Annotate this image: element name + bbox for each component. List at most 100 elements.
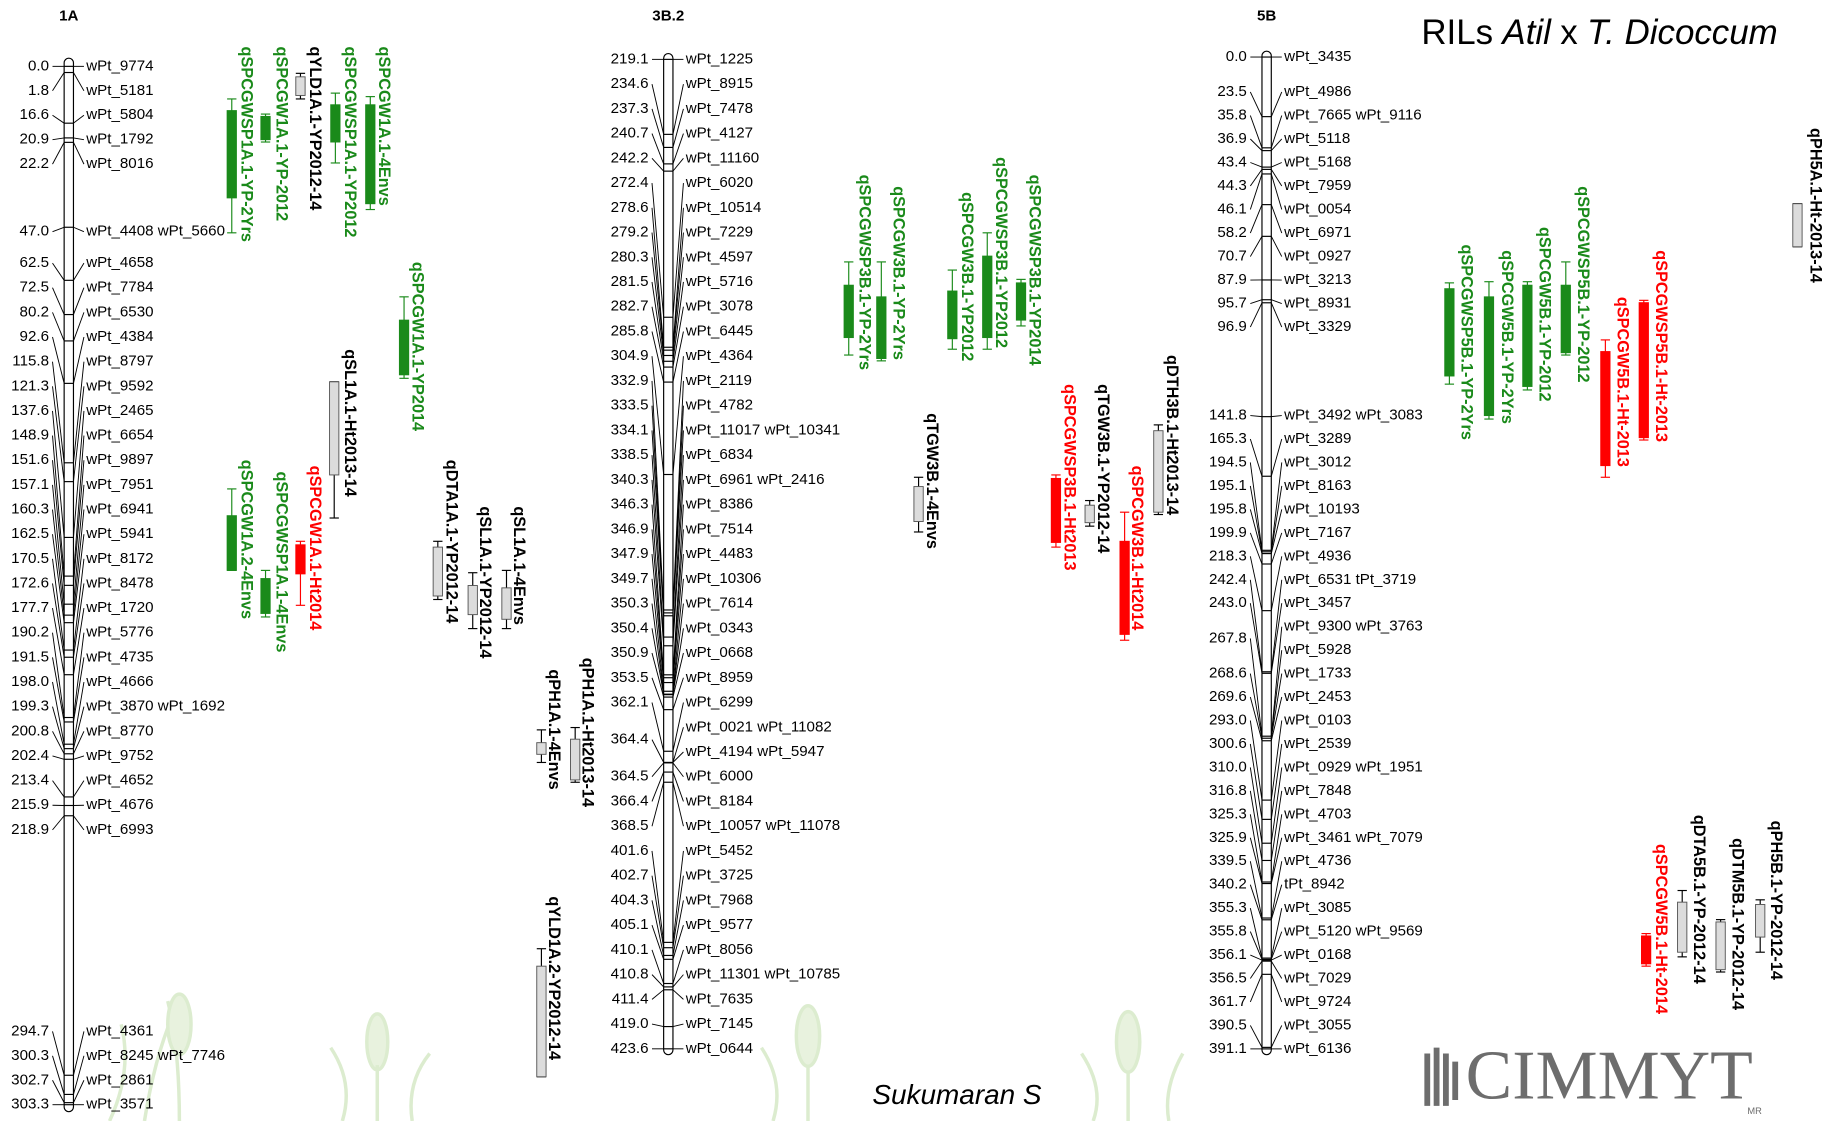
- marker-position: 242.2: [611, 149, 649, 166]
- marker-connector: [1250, 169, 1262, 186]
- qtl-label: qSPCGWSP3B.1-YP2014: [1026, 175, 1044, 366]
- marker-name: wPt_7029: [1283, 970, 1351, 987]
- marker-position: 267.8: [1209, 629, 1247, 646]
- qtl: qSPCGWSP5B.1-Ht-2013: [1639, 250, 1670, 442]
- marker-position: 404.3: [611, 891, 649, 908]
- marker-connector: [53, 559, 65, 650]
- qtl: qSL1A.1-Ht2013-14: [330, 349, 359, 518]
- marker-name: wPt_8163: [1283, 477, 1351, 494]
- qtl-label: qYLD1A.1-YP2012-14: [306, 47, 324, 211]
- qtl: qYLD1A.2-YP2012-14: [537, 896, 563, 1076]
- marker-position: 72.5: [20, 279, 49, 296]
- qtl-label: qSL1A.1-4Envs: [510, 506, 528, 625]
- marker-connector: [1271, 303, 1281, 327]
- marker-name: tPt_8942: [1284, 876, 1345, 893]
- marker-name: wPt_8016: [85, 155, 153, 172]
- marker-connector: [673, 134, 683, 164]
- marker-name: wPt_8056: [685, 941, 753, 958]
- qtl-label: qSPCGW5B.1-Ht-2013: [1613, 297, 1631, 467]
- marker-connector: [1271, 92, 1281, 117]
- marker-connector: [73, 756, 83, 759]
- qtl-label: qSPCGW5B.1-YP-2012: [1535, 227, 1553, 402]
- marker-position: 22.2: [20, 155, 49, 172]
- marker-position: 333.5: [611, 397, 649, 414]
- qtl: qSPCGW3B.1-YP-2Yrs: [877, 186, 908, 361]
- marker-connector: [1250, 236, 1262, 256]
- marker-position: 339.5: [1209, 852, 1247, 869]
- marker-position: 47.0: [20, 223, 49, 240]
- marker-name: wPt_3012: [1283, 453, 1351, 470]
- marker-position: 44.3: [1217, 177, 1246, 194]
- marker-position: 87.9: [1217, 271, 1246, 288]
- qtl-interval: [433, 547, 442, 596]
- marker-connector: [673, 772, 683, 801]
- marker-position: 218.3: [1209, 547, 1247, 564]
- marker-name: wPt_7229: [685, 224, 753, 241]
- page: RILsAtilxT. Dicoccum Sukumaran S CIMMYT …: [0, 0, 1829, 1121]
- marker-position: 141.8: [1209, 407, 1247, 424]
- marker-name: wPt_11017 wPt_10341: [685, 421, 840, 438]
- marker-position: 303.3: [11, 1096, 49, 1113]
- marker-name: wPt_0644: [685, 1040, 753, 1057]
- marker-name: wPt_1720: [85, 599, 153, 616]
- marker-position: 391.1: [1209, 1040, 1247, 1057]
- marker-position: 350.3: [611, 595, 649, 612]
- marker-position: 268.6: [1209, 665, 1247, 682]
- marker-position: 347.9: [611, 545, 649, 562]
- marker-name: wPt_6020: [685, 174, 753, 191]
- marker-position: 410.8: [611, 966, 649, 983]
- marker-connector: [652, 782, 664, 826]
- marker-name: wPt_3078: [685, 298, 753, 315]
- marker-name: wPt_8184: [685, 792, 753, 809]
- qtl-label: qSPCGWSP1A.1-YP-2Yrs: [237, 47, 255, 242]
- marker-position: 410.1: [611, 941, 649, 958]
- marker-name: wPt_2539: [1283, 735, 1351, 752]
- marker-name: wPt_8245 wPt_7746: [85, 1047, 225, 1064]
- marker-position: 170.5: [11, 550, 49, 567]
- title-part: Atil: [1500, 13, 1552, 52]
- qtl-label: qDTA1A.1-YP2012-14: [442, 460, 460, 623]
- marker-connector: [53, 288, 65, 315]
- marker-name: wPt_0021 wPt_11082: [685, 718, 832, 735]
- marker-connector: [1250, 556, 1262, 610]
- qtl-label: qSPCGWSP5B.1-YP-2Yrs: [1457, 244, 1475, 439]
- marker-position: 20.9: [20, 131, 49, 148]
- marker-position: 325.3: [1209, 805, 1247, 822]
- qtl: qPH1A.1-Ht2013-14: [571, 658, 597, 807]
- marker-position: 300.6: [1209, 735, 1247, 752]
- qtl-label: qSPCGW1A.1-Ht2014: [306, 466, 324, 631]
- marker-connector: [1250, 974, 1262, 1002]
- marker-position: 177.7: [11, 599, 49, 616]
- marker-position: 349.7: [611, 570, 649, 587]
- qtl-interval: [983, 256, 992, 337]
- title: RILsAtilxT. Dicoccum: [1421, 13, 1777, 52]
- marker-name: wPt_11301 wPt_10785: [685, 966, 840, 983]
- marker-name: wPt_6654: [85, 427, 153, 444]
- marker-connector: [1271, 932, 1281, 960]
- marker-name: wPt_6941: [85, 501, 153, 518]
- marker-position: 280.3: [611, 248, 649, 265]
- marker-position: 346.9: [611, 520, 649, 537]
- author: Sukumaran S: [872, 1079, 1042, 1110]
- qtl-interval: [1756, 904, 1765, 937]
- marker-connector: [1250, 509, 1262, 553]
- qtl: qSPCGWSP5B.1-YP-2Yrs: [1445, 244, 1476, 439]
- marker-name: wPt_4652: [85, 772, 153, 789]
- marker-position: 356.1: [1209, 946, 1247, 963]
- marker-position: 405.1: [611, 916, 649, 933]
- title-part: x: [1560, 13, 1578, 52]
- marker-name: wPt_0929 wPt_1951: [1283, 758, 1423, 775]
- marker-name: wPt_4483: [685, 545, 753, 562]
- marker-position: 0.0: [28, 57, 49, 74]
- qtl-label: qSPCGWSP1A.1-YP2012: [341, 47, 359, 238]
- marker-position: 1.8: [28, 82, 49, 99]
- marker-connector: [53, 312, 65, 341]
- qtl: qSPCGW5B.1-YP-2Yrs: [1484, 250, 1516, 424]
- marker-position: 191.5: [11, 648, 49, 665]
- marker-connector: [73, 1080, 83, 1102]
- marker-position: 151.6: [11, 451, 49, 468]
- qtl-interval: [366, 105, 375, 204]
- marker-connector: [1271, 416, 1281, 417]
- qtl: qSPCGWSP3B.1-YP2012: [983, 157, 1010, 349]
- marker-name: wPt_6136: [1283, 1040, 1351, 1057]
